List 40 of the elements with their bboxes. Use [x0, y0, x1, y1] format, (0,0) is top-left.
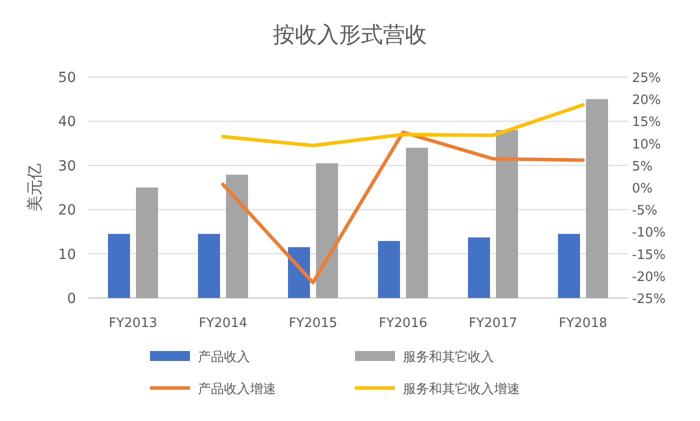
- y2-tick-label: 10%: [632, 137, 661, 152]
- bar: [226, 174, 248, 298]
- x-tick-label: FY2018: [558, 316, 608, 331]
- y-tick-label: 50: [58, 70, 76, 86]
- y2-tick-label: -25%: [632, 292, 666, 307]
- y-tick-label: 20: [58, 202, 76, 219]
- y2-tick-label: 15%: [632, 115, 661, 130]
- y-tick-label: 40: [58, 114, 76, 130]
- bar: [316, 163, 338, 298]
- bar: [406, 148, 428, 298]
- legend-label: 产品收入: [198, 350, 250, 365]
- y2-tick-label: 5%: [632, 159, 653, 174]
- y2-tick-label: 0%: [632, 182, 653, 196]
- bar: [496, 130, 518, 298]
- bar: [558, 234, 580, 298]
- bar: [198, 234, 220, 298]
- x-tick-label: FY2015: [288, 316, 338, 331]
- x-tick-label: FY2014: [198, 316, 248, 331]
- legend-label: 服务和其它收入: [403, 349, 494, 365]
- bar: [378, 240, 400, 298]
- bar: [108, 234, 130, 298]
- y-tick-label: 0: [67, 291, 76, 307]
- x-tick-label: FY2016: [378, 316, 428, 331]
- x-tick-label: FY2013: [108, 316, 158, 331]
- chart-title: 按收入形式营收: [273, 23, 427, 48]
- y2-tick-label: -10%: [632, 226, 666, 241]
- x-tick-label: FY2017: [468, 316, 518, 331]
- y2-tick-label: -5%: [632, 204, 658, 219]
- legend-label: 产品收入增速: [198, 382, 276, 397]
- y2-tick-label: -20%: [632, 270, 666, 285]
- bar: [586, 99, 608, 298]
- bar: [468, 237, 490, 298]
- y2-tick-label: -15%: [632, 248, 666, 263]
- y-tick-label: 10: [58, 246, 76, 263]
- y-axis-title: 美元亿: [25, 164, 44, 212]
- y2-tick-label: 25%: [632, 71, 661, 86]
- y2-tick-label: 20%: [632, 93, 661, 108]
- bar: [136, 188, 158, 298]
- legend-label: 服务和其它收入增速: [403, 381, 520, 397]
- y-tick-label: 30: [58, 158, 76, 174]
